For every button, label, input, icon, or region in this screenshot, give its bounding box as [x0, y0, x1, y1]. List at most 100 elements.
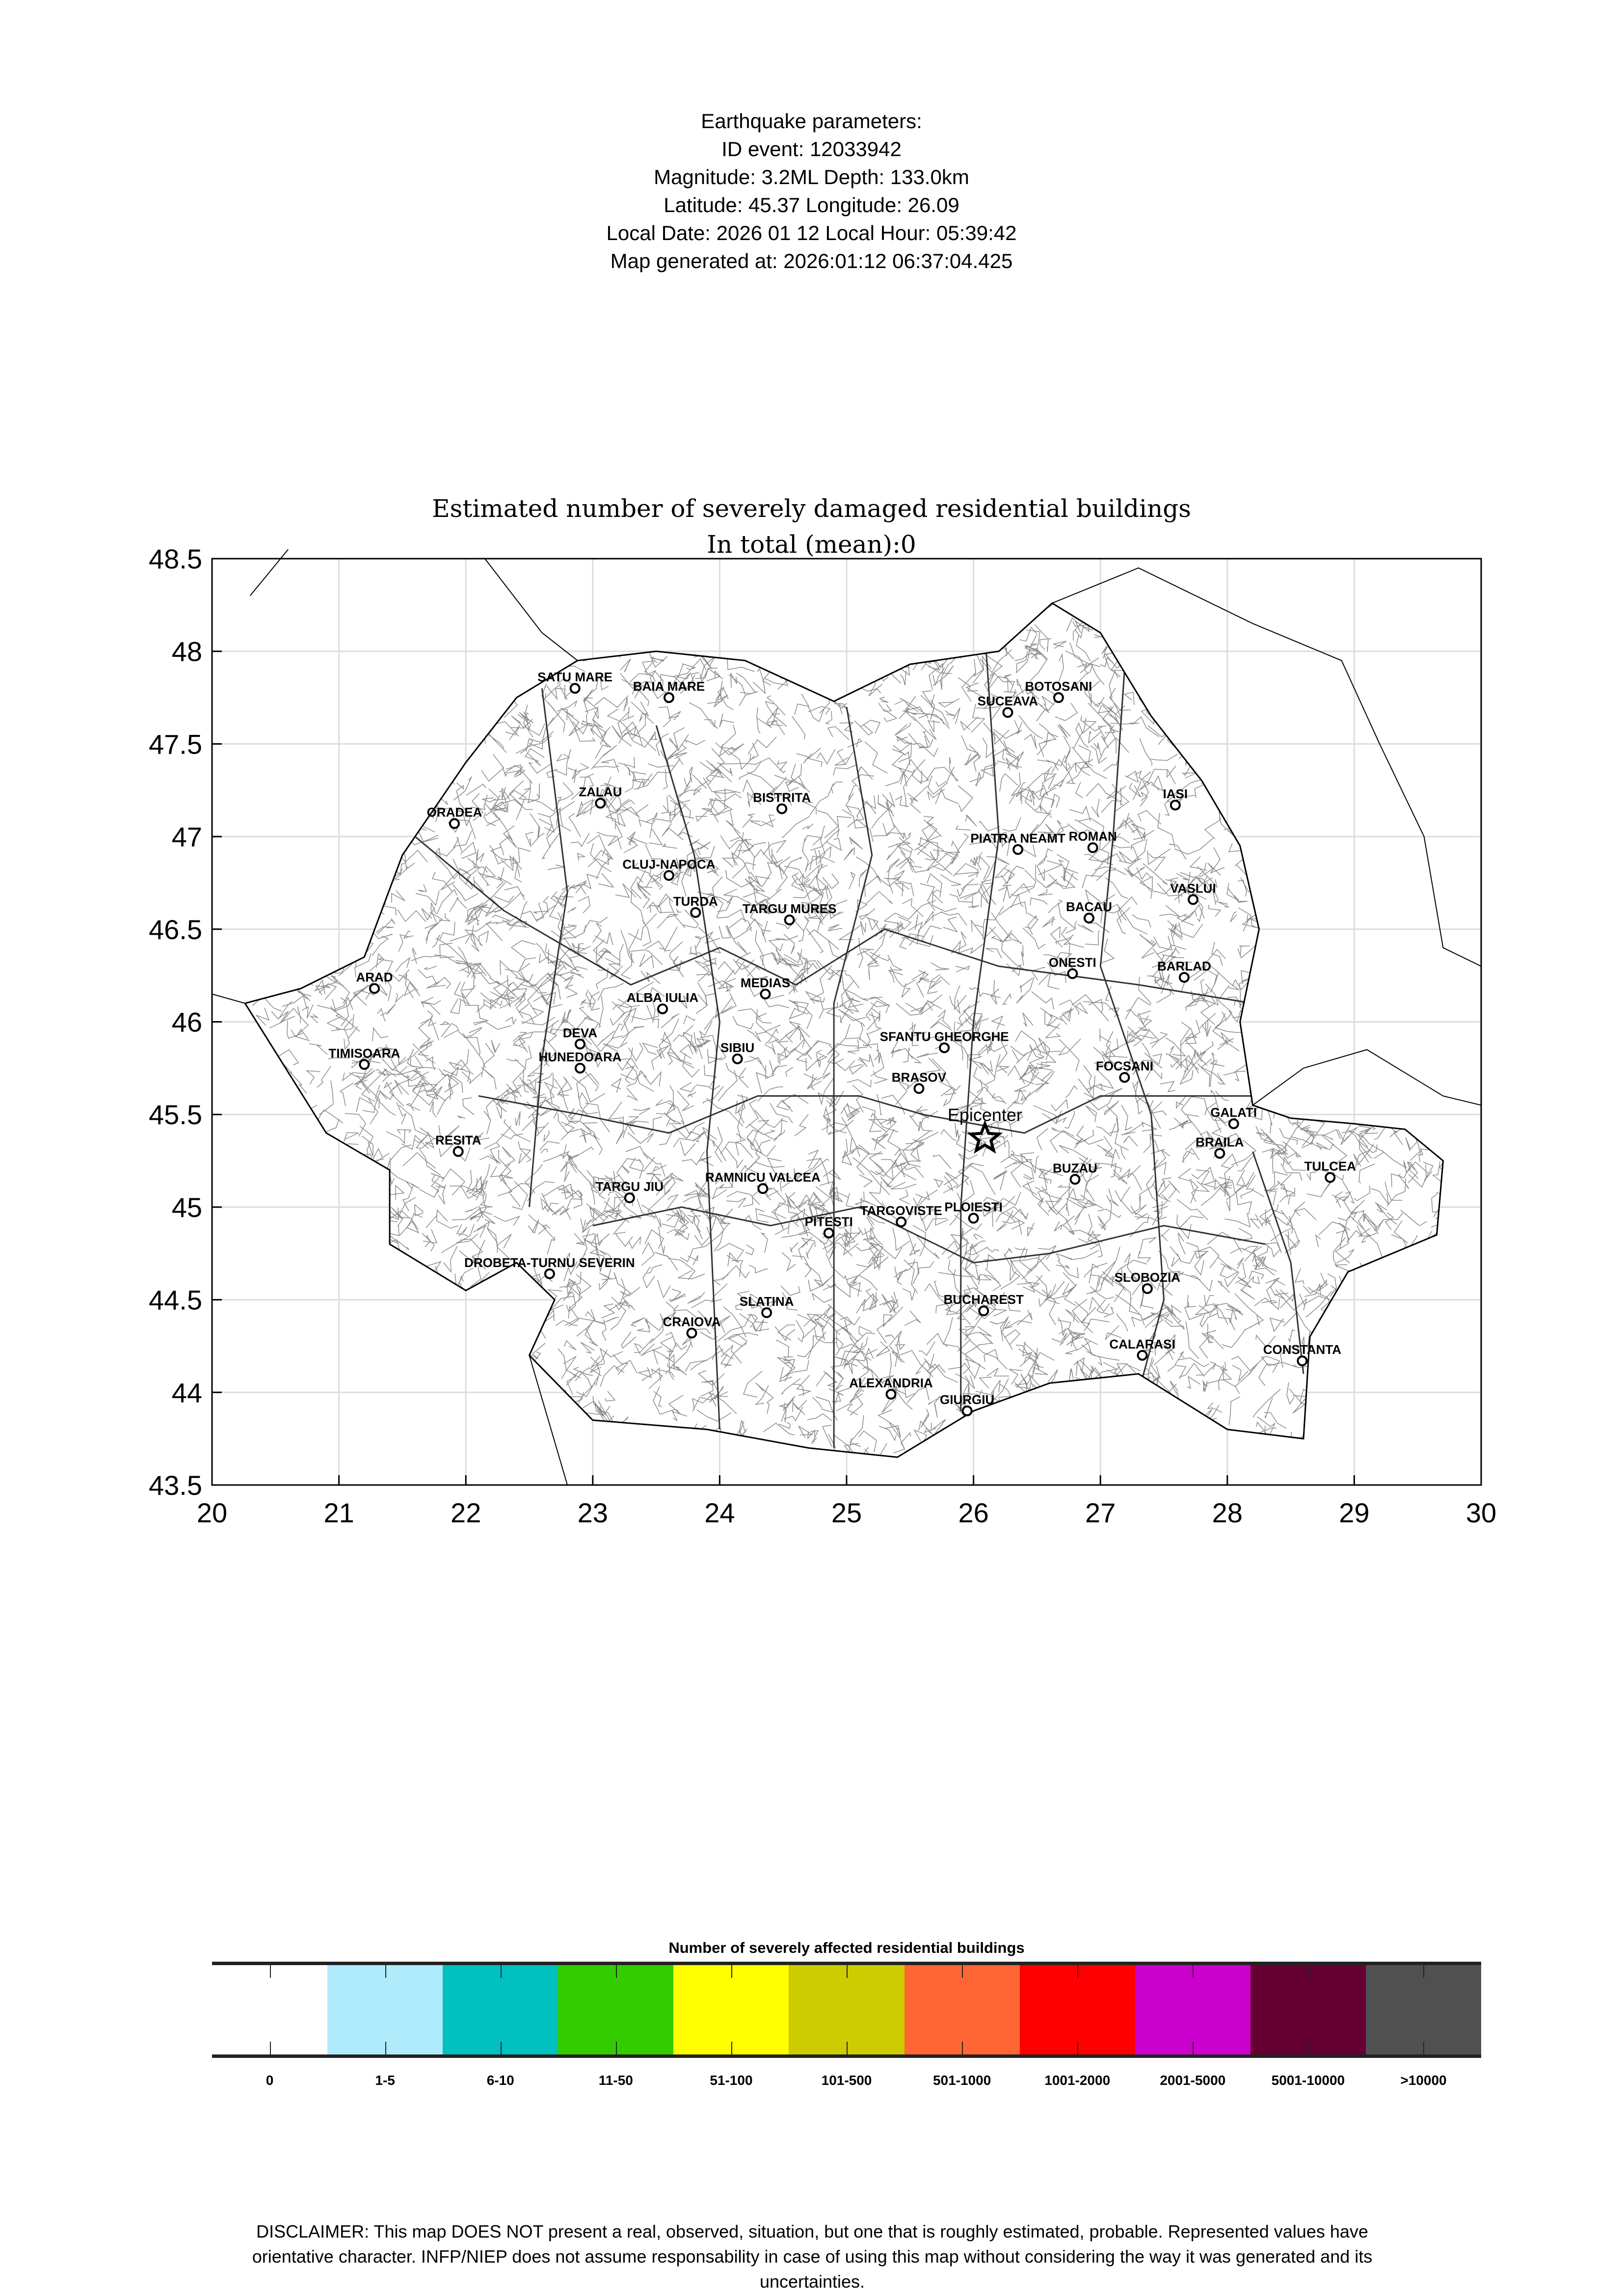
city-label: CALARASI — [1109, 1337, 1175, 1351]
star-icon — [967, 1120, 1003, 1154]
x-tick-label: 24 — [704, 1497, 735, 1528]
city-marker — [359, 1059, 370, 1070]
parameters-heading: Earthquake parameters: — [701, 109, 922, 133]
map-title: Estimated number of severely damaged res… — [432, 494, 1191, 523]
disclaimer: DISCLAIMER: This map DOES NOT present a … — [252, 2221, 1373, 2292]
city-label: BAIA MARE — [633, 679, 705, 694]
city-label: BOTOSANI — [1025, 679, 1092, 694]
x-tick-label: 30 — [1466, 1497, 1496, 1528]
city-label: SIBIU — [720, 1040, 754, 1055]
legend-label: 11-50 — [598, 2073, 633, 2088]
legend-colorbar — [212, 1962, 1482, 2058]
x-tick-label: 22 — [451, 1497, 481, 1528]
city-label: FOCSANI — [1096, 1059, 1153, 1074]
y-tick-label: 48 — [172, 636, 202, 667]
magnitude-depth: Magnitude: 3.2ML Depth: 133.0km — [654, 165, 969, 189]
city-marker — [1170, 799, 1181, 810]
x-tick-label: 23 — [578, 1497, 608, 1528]
y-tick-label: 47.5 — [149, 729, 202, 759]
city-label: SLATINA — [740, 1294, 794, 1309]
city-label: ZALAU — [579, 784, 622, 799]
city-label: TARGU JIU — [596, 1179, 664, 1194]
city-marker — [961, 1405, 973, 1417]
city-marker — [761, 1307, 772, 1319]
legend-swatch — [673, 1965, 789, 2054]
x-tick-label: 26 — [958, 1497, 988, 1528]
city-marker — [663, 692, 674, 703]
city-label: BARLAD — [1157, 959, 1211, 973]
legend-swatch — [212, 1965, 328, 2054]
city-marker — [732, 1053, 743, 1064]
legend-label: 2001-5000 — [1160, 2073, 1226, 2088]
city-label: SUCEAVA — [978, 694, 1038, 708]
city-marker — [657, 1003, 668, 1015]
y-tick-label: 44 — [172, 1377, 202, 1408]
city-marker — [369, 983, 380, 994]
city-label: DROBETA-TURNU SEVERIN — [464, 1255, 635, 1270]
city-marker — [1083, 913, 1094, 924]
x-tick-label: 25 — [831, 1497, 862, 1528]
city-label: ORADEA — [427, 805, 482, 820]
event-id: ID event: 12033942 — [721, 137, 902, 161]
city-label: TARGOVISTE — [860, 1203, 942, 1218]
county-boundaries — [414, 651, 1304, 1448]
y-tick-label: 44.5 — [149, 1285, 202, 1316]
city-marker — [823, 1227, 834, 1239]
city-marker — [968, 1213, 979, 1224]
legend-swatch — [327, 1965, 443, 2054]
city-label: PLOIESTI — [944, 1200, 1002, 1215]
city-label: ARAD — [356, 970, 393, 985]
city-marker — [1142, 1283, 1153, 1294]
city-label: GIURGIU — [940, 1392, 994, 1407]
city-marker — [686, 1327, 697, 1339]
city-marker — [449, 818, 460, 829]
legend-label: 101-500 — [821, 2073, 872, 2088]
country-border — [212, 993, 245, 1004]
city-label: DEVA — [563, 1026, 598, 1040]
y-tick-label: 43.5 — [149, 1470, 202, 1501]
city-marker — [1053, 692, 1064, 703]
city-label: BISTRITA — [753, 790, 811, 805]
city-label: ROMAN — [1069, 829, 1117, 844]
city-label: BRASOV — [892, 1070, 947, 1084]
legend-label: 51-100 — [710, 2073, 753, 2088]
country-border — [1252, 1049, 1482, 1106]
city-label: TURDA — [673, 894, 718, 909]
city-marker — [1178, 972, 1190, 983]
y-tick-label: 46.5 — [149, 914, 202, 945]
city-label: VASLUI — [1170, 881, 1216, 895]
city-label: SFANTU GHEORGHE — [880, 1029, 1009, 1044]
legend-label: 1-5 — [375, 2073, 395, 2088]
city-marker — [896, 1216, 907, 1228]
y-tick-label: 48.5 — [149, 543, 202, 574]
city-label: ALEXANDRIA — [849, 1376, 933, 1390]
country-border — [529, 1355, 568, 1486]
x-tick-label: 27 — [1085, 1497, 1116, 1528]
city-label: TIMISOARA — [328, 1046, 400, 1060]
city-marker — [1297, 1355, 1308, 1367]
city-marker — [624, 1192, 635, 1204]
city-marker — [1067, 968, 1078, 979]
country-border — [484, 558, 578, 661]
lat-lon: Latitude: 45.37 Longitude: 26.09 — [664, 193, 959, 216]
city-label: ALBA IULIA — [627, 990, 699, 1005]
city-label: PIATRA NEAMT — [970, 831, 1065, 846]
city-label: RAMNICU VALCEA — [705, 1170, 821, 1185]
city-marker — [1228, 1118, 1239, 1130]
city-label: CONSTANTA — [1263, 1342, 1342, 1357]
city-marker — [978, 1305, 989, 1317]
city-marker — [574, 1062, 585, 1074]
country-border — [249, 549, 289, 596]
legend-label: >10000 — [1400, 2073, 1447, 2088]
romania-border — [243, 602, 1444, 1458]
map-subtitle: In total (mean):0 — [707, 530, 916, 559]
city-label: IASI — [1163, 786, 1188, 801]
legend-label: 0 — [266, 2073, 274, 2088]
city-marker — [1187, 894, 1198, 905]
city-marker — [574, 1038, 585, 1050]
city-marker — [1214, 1148, 1225, 1159]
city-label: PITESTI — [805, 1215, 853, 1229]
city-marker — [544, 1268, 555, 1279]
city-marker — [757, 1183, 769, 1194]
romania-fill — [245, 603, 1443, 1458]
